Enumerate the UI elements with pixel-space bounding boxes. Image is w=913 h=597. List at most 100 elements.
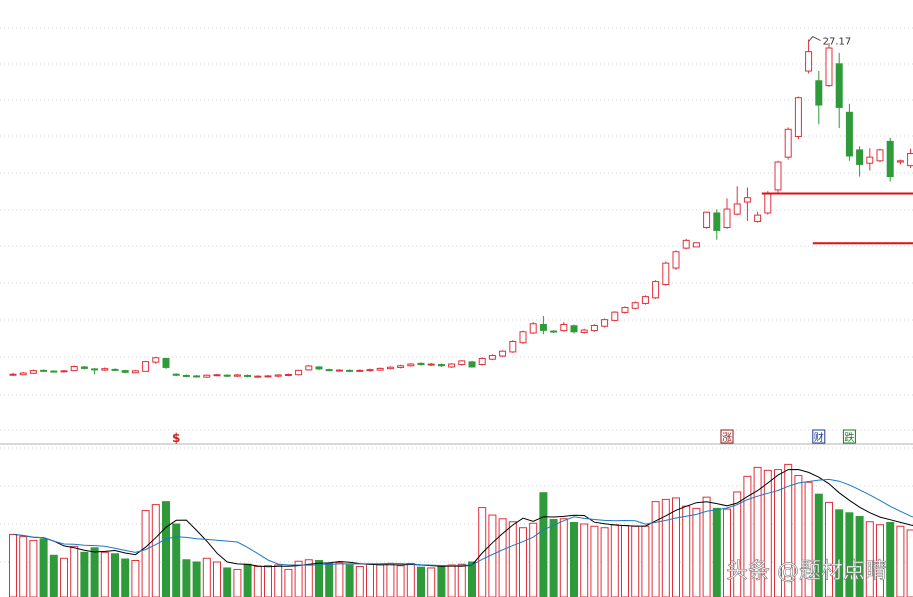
volume-bar-up bbox=[284, 568, 293, 597]
dividend-marker: $ bbox=[172, 431, 180, 445]
candle-down bbox=[223, 374, 231, 377]
candle-up bbox=[213, 374, 221, 377]
candle-up bbox=[131, 370, 139, 374]
volume-bar-up bbox=[590, 525, 599, 597]
candle-up bbox=[866, 156, 874, 164]
candle-down bbox=[539, 324, 547, 331]
volume-bar-up bbox=[60, 557, 68, 597]
candle-down bbox=[91, 368, 99, 371]
volume-bar-up bbox=[610, 524, 619, 597]
candle-up bbox=[529, 323, 537, 334]
candle-up bbox=[743, 197, 751, 203]
volume-bar-up bbox=[661, 498, 670, 597]
candle-down bbox=[172, 373, 180, 376]
candle-up bbox=[233, 374, 241, 377]
volume-bar-down bbox=[417, 566, 425, 597]
candle-down bbox=[162, 357, 170, 368]
volume-bar-down bbox=[172, 523, 181, 597]
candle-up bbox=[754, 214, 762, 222]
candle-up bbox=[611, 311, 619, 321]
candle-up bbox=[662, 262, 670, 285]
candle-up bbox=[692, 242, 700, 248]
event-marker-box bbox=[842, 429, 856, 444]
volume-bar-down bbox=[80, 551, 89, 597]
candle-up bbox=[560, 324, 568, 332]
candle-up bbox=[764, 192, 772, 214]
volume-bar-up bbox=[743, 475, 752, 597]
candle-up bbox=[703, 211, 711, 228]
volume-bar-down bbox=[121, 558, 130, 597]
candle-up bbox=[590, 324, 598, 332]
volume-bar-up bbox=[366, 563, 374, 597]
volume-bar-up bbox=[274, 564, 283, 597]
volume-bar-up bbox=[9, 533, 17, 597]
volume-bar-up bbox=[896, 525, 905, 597]
candle-down bbox=[550, 330, 558, 333]
candle-up bbox=[631, 302, 639, 309]
volume-bar-up bbox=[19, 536, 28, 597]
volume-bar-down bbox=[570, 522, 578, 597]
candle-up bbox=[60, 370, 68, 373]
volume-bar-up bbox=[580, 523, 589, 597]
candle-up bbox=[152, 357, 160, 363]
volume-bar-down bbox=[325, 562, 334, 597]
volume-bar-up bbox=[763, 469, 772, 597]
candle-down bbox=[315, 366, 323, 370]
volume-bar-down bbox=[90, 547, 99, 597]
volume-bar-up bbox=[559, 518, 568, 597]
candle-up bbox=[580, 329, 588, 334]
volume-bar-up bbox=[498, 518, 507, 597]
candle-down bbox=[182, 374, 190, 377]
candle-up bbox=[397, 365, 405, 368]
candle-up bbox=[407, 363, 415, 367]
volume-bar-down bbox=[549, 519, 558, 597]
candle-up bbox=[70, 365, 78, 372]
candle-down bbox=[244, 374, 252, 377]
volume-bar-up bbox=[304, 559, 313, 597]
volume-bar-up bbox=[631, 525, 640, 597]
volume-bar-down bbox=[39, 538, 48, 597]
candle-up bbox=[641, 296, 649, 304]
volume-bar-up bbox=[519, 527, 527, 597]
volume-bar-up bbox=[753, 466, 762, 597]
peak-leader-line bbox=[808, 35, 821, 42]
volume-bar-up bbox=[141, 510, 150, 597]
candle-up bbox=[672, 251, 680, 269]
volume-bar-down bbox=[243, 563, 252, 597]
volume-bar-up bbox=[692, 507, 701, 597]
candle-down bbox=[80, 366, 88, 369]
volume-bar-up bbox=[396, 565, 405, 597]
candle-up bbox=[876, 149, 884, 162]
candle-up bbox=[478, 357, 486, 366]
candle-down bbox=[346, 369, 354, 372]
volume-bar-down bbox=[886, 522, 895, 597]
volume-bar-up bbox=[70, 545, 79, 597]
candle-up bbox=[19, 372, 27, 376]
candle-up bbox=[723, 208, 731, 228]
volume-bar-up bbox=[294, 560, 303, 597]
support-resistance-lines bbox=[761, 192, 913, 245]
volume-bar-up bbox=[376, 564, 385, 597]
volume-bar-down bbox=[192, 561, 201, 597]
candle-up bbox=[458, 360, 466, 366]
event-marker-box bbox=[720, 429, 734, 444]
candle-up bbox=[774, 161, 782, 191]
volume-bar-up bbox=[100, 551, 109, 597]
candle-up bbox=[356, 369, 364, 372]
candle-up bbox=[366, 369, 374, 372]
event-markers: $ 涨 财 跌 bbox=[172, 429, 856, 445]
candle-up bbox=[376, 367, 384, 371]
volume-bar-up bbox=[202, 557, 211, 597]
candle-up bbox=[519, 331, 527, 344]
candle-up bbox=[305, 365, 313, 371]
volume-bar-up bbox=[600, 527, 609, 597]
volume-bar-up bbox=[641, 525, 650, 597]
candle-up bbox=[264, 375, 272, 378]
volume-ma-line bbox=[12, 478, 913, 566]
candle-up bbox=[733, 203, 741, 215]
candle-down bbox=[50, 370, 58, 373]
candle-down bbox=[111, 368, 119, 371]
candle-down bbox=[713, 212, 721, 231]
candle-up bbox=[488, 355, 496, 360]
